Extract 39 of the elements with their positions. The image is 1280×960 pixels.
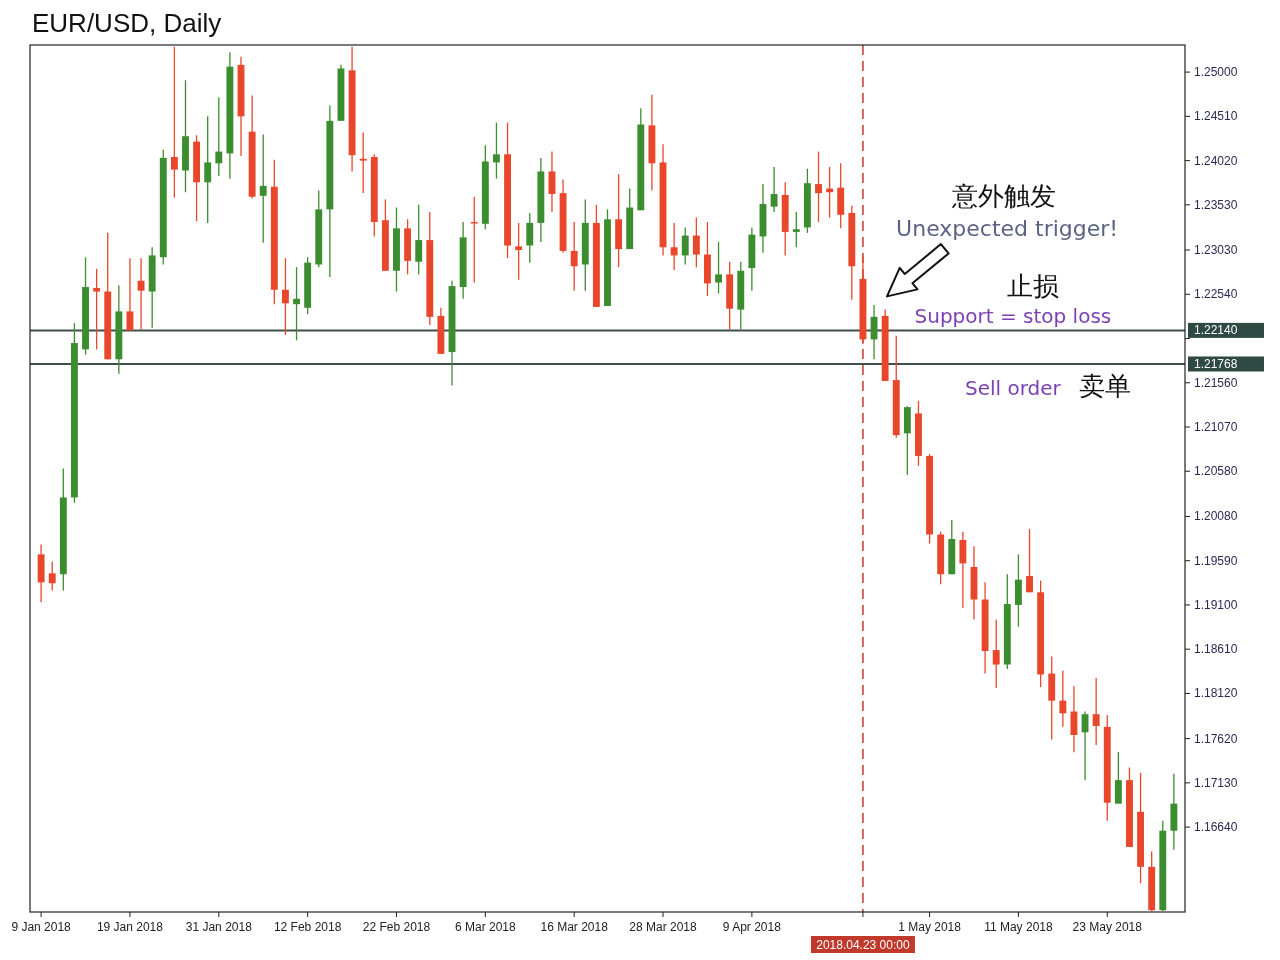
y-tick-label: 1.24510 (1194, 109, 1238, 124)
y-tick-label: 1.24020 (1194, 153, 1238, 168)
y-tick-label: 1.20080 (1194, 509, 1238, 524)
y-tick-label: 1.16640 (1194, 820, 1238, 835)
x-tick-label: 12 Feb 2018 (273, 920, 342, 934)
x-tick-label: 28 Mar 2018 (629, 920, 698, 934)
y-tick-label: 1.21560 (1194, 375, 1238, 390)
y-tick-label: 1.20580 (1194, 464, 1238, 479)
x-tick-label: 31 Jan 2018 (185, 920, 253, 934)
annotation: Sell order (965, 376, 1062, 401)
y-tick-label: 1.17620 (1194, 731, 1238, 746)
chart-title: EUR/USD, Daily (32, 8, 222, 38)
x-tick-label: 11 May 2018 (984, 920, 1053, 934)
annotation: Support = stop loss (914, 303, 1112, 328)
x-tick-label: 23 May 2018 (1072, 920, 1143, 934)
y-tick-label: 1.19590 (1194, 553, 1238, 568)
y-tick-label: 1.23030 (1194, 243, 1238, 258)
x-tick-label: 16 Mar 2018 (540, 920, 609, 934)
x-tick-label: 22 Feb 2018 (362, 920, 431, 934)
x-tick-label: 19 Jan 2018 (96, 920, 164, 934)
annotation: 止损 (1006, 271, 1059, 302)
x-tick-label: 2018.04.23 00:00 (816, 938, 910, 952)
annotation: 卖单 (1079, 370, 1132, 401)
y-tick-label: 1.22540 (1194, 287, 1238, 302)
x-tick-label: 6 Mar 2018 (454, 920, 517, 934)
x-tick-label: 9 Jan 2018 (11, 920, 72, 934)
y-tick-label: 1.18610 (1194, 642, 1238, 657)
y-tick-label: 1.23530 (1194, 197, 1238, 212)
annotation: 意外触发 (950, 180, 1056, 211)
y-tick-label: 1.17130 (1194, 775, 1238, 790)
y-tick-label: 1.21070 (1194, 420, 1238, 435)
y-tick-label: 1.19100 (1194, 597, 1238, 612)
x-tick-label: 9 Apr 2018 (722, 920, 782, 934)
y-tick-label: 1.18120 (1194, 686, 1238, 701)
ref-line-label: 1.22140 (1194, 323, 1238, 338)
ref-line-label: 1.21768 (1194, 356, 1238, 371)
y-tick-label: 1.25000 (1194, 65, 1238, 80)
annotation: Unexpected trigger! (896, 216, 1119, 242)
x-tick-label: 1 May 2018 (898, 920, 962, 934)
